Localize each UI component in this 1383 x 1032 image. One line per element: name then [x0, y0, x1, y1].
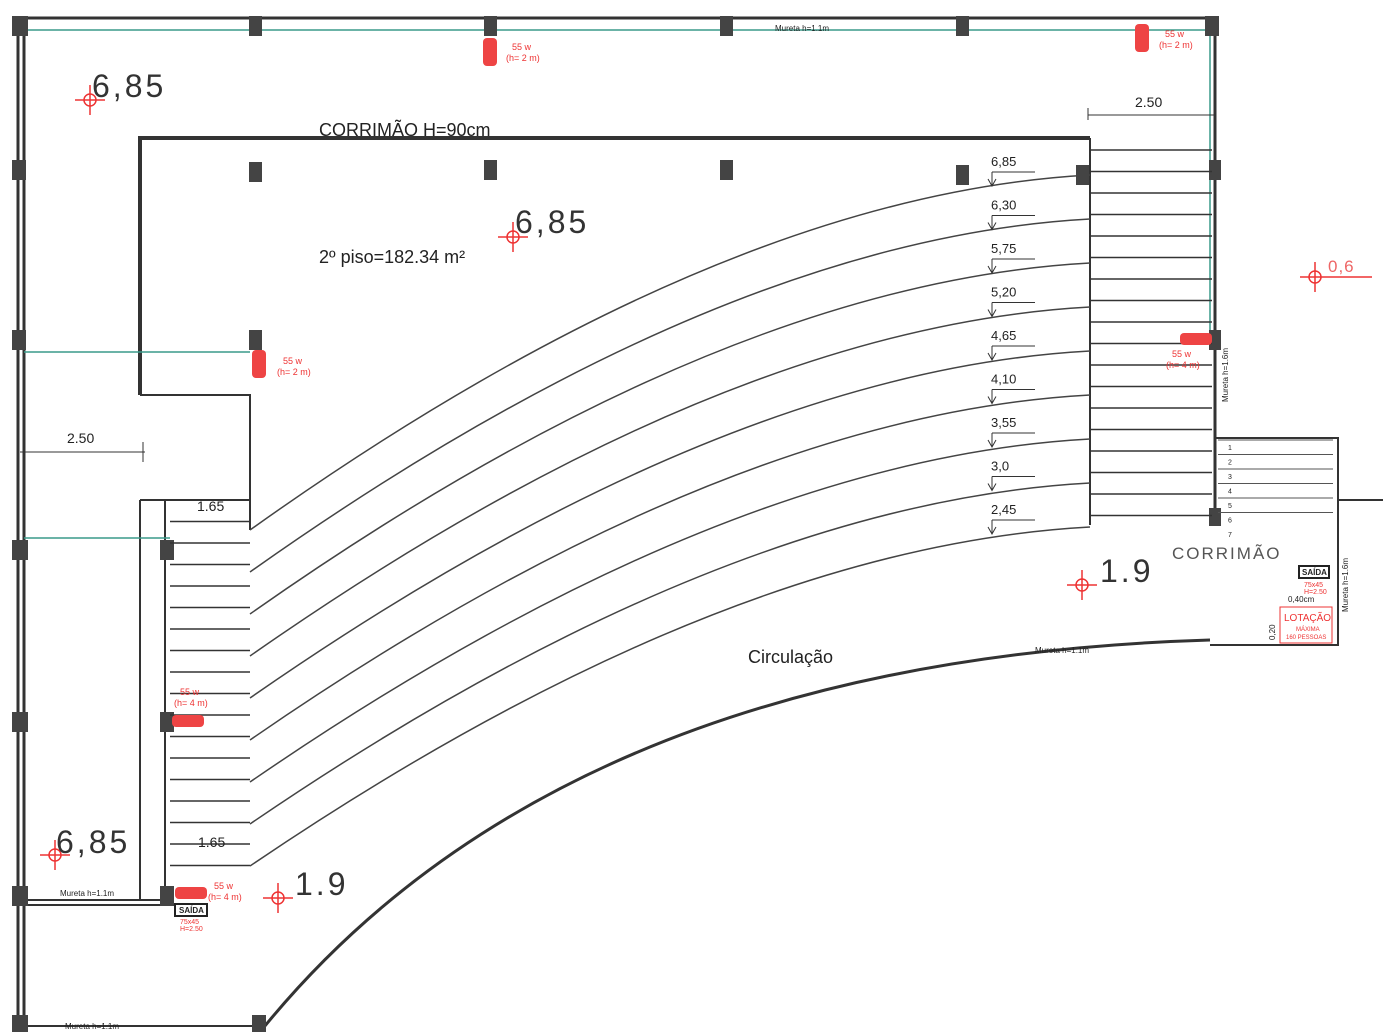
seating-row	[249, 394, 1091, 741]
exit-label: SAÍDA	[179, 906, 204, 915]
dimension: 2.50	[67, 430, 94, 446]
step-level: 2,45	[991, 502, 1016, 517]
level-arrow	[987, 519, 1035, 536]
exit-size: 75x45	[1304, 582, 1323, 589]
lamp-power: 55 w	[512, 42, 532, 52]
seating-row	[249, 526, 1091, 867]
lamp-power: 55 w	[180, 687, 200, 697]
lamp	[1135, 24, 1149, 52]
lamp	[1180, 333, 1212, 345]
lamp	[172, 715, 204, 727]
lamp	[252, 350, 266, 378]
level-arrow	[987, 302, 1035, 318]
dimension: 1.65	[197, 498, 224, 514]
capacity-title: LOTAÇÃO	[1284, 611, 1331, 624]
elevation-markers	[40, 85, 1372, 913]
elevation: 6,85	[515, 204, 589, 240]
dimension: 0,40cm	[1288, 595, 1315, 604]
lamp	[175, 887, 207, 899]
lamps: 55 w(h= 2 m)55 w(h= 2 m)55 w(h= 2 m)55 w…	[172, 24, 1212, 902]
capacity-text: 160 PESSOAS	[1286, 635, 1326, 641]
wall-note: Mureta h=1.6m	[1221, 348, 1230, 402]
level-arrow	[987, 258, 1035, 275]
seating-row	[249, 218, 1091, 573]
lamp-power: 55 w	[214, 881, 234, 891]
level-arrow	[987, 345, 1035, 362]
seating-row	[249, 350, 1091, 699]
wall-note: Mureta h=1.1m	[775, 24, 829, 33]
step-level: 6,85	[991, 154, 1016, 169]
lamp-power: 55 w	[1165, 29, 1185, 39]
stair-number: 2	[1228, 460, 1232, 467]
stair-number: 7	[1228, 532, 1232, 539]
step-level: 4,10	[991, 372, 1016, 387]
elevation: 1.9	[295, 866, 348, 902]
lamp-power: 55 w	[283, 356, 303, 366]
dimension-lines	[20, 108, 1215, 462]
seating-row	[249, 262, 1091, 615]
level-arrow	[987, 215, 1035, 231]
circulation-label: Circulação	[748, 647, 833, 667]
step-level: 3,0	[991, 459, 1009, 474]
elevation: 6,85	[92, 68, 166, 104]
stairs-and-rows: 6,85 6,30 5,75 5,20 4,65 4,10 3,55 3,0 2,45 1 2 3 4 5…	[170, 149, 1333, 867]
elevation: 0,6	[1328, 257, 1355, 276]
dimension: 2.50	[1135, 94, 1162, 110]
dimension: 1.65	[198, 834, 225, 850]
step-level: 4,65	[991, 328, 1016, 343]
stair-number: 6	[1228, 518, 1232, 525]
lamp-height: (h= 4 m)	[174, 698, 208, 708]
step-level: 5,75	[991, 241, 1016, 256]
wall-note: Mureta h=1.1m	[65, 1022, 119, 1031]
stair-number: 4	[1228, 489, 1232, 496]
seating-row	[249, 306, 1091, 657]
capacity-box	[1279, 606, 1333, 644]
exit-size: 75x45	[180, 919, 199, 926]
level-arrow	[987, 171, 1035, 188]
step-level: 3,55	[991, 415, 1016, 430]
wall-note: Mureta h=1.1m	[60, 889, 114, 898]
lamp	[483, 38, 497, 66]
stair-number: 1	[1228, 445, 1232, 452]
seating-row	[249, 174, 1091, 531]
handrail-label: CORRIMÃO	[1172, 544, 1282, 563]
elevation: 6,85	[56, 824, 130, 860]
wall-note: Mureta h=1.6m	[1341, 558, 1350, 612]
columns	[12, 16, 1221, 1032]
elevation: 1.9	[1100, 553, 1153, 589]
exit-signs	[174, 565, 1330, 917]
step-level: 6,30	[991, 198, 1016, 213]
handrail-label: CORRIMÃO H=90cm	[319, 119, 491, 140]
exit-label: SAÍDA	[1302, 568, 1327, 577]
walls	[16, 16, 1383, 1032]
dimension: 0,20	[1268, 624, 1277, 640]
exit-height: H=2.50	[1304, 589, 1327, 596]
lamp-height: (h= 2 m)	[1159, 40, 1193, 50]
level-arrow	[987, 389, 1035, 405]
level-arrow	[987, 476, 1035, 492]
lamp-height: (h= 2 m)	[277, 367, 311, 377]
wall-note: Mureta h=1.1m	[1035, 646, 1089, 655]
seating-row	[249, 482, 1091, 825]
lamp-height: (h= 4 m)	[208, 892, 242, 902]
capacity-text: MÁXIMA	[1296, 626, 1320, 633]
lamp-height: (h= 4 m)	[1166, 360, 1200, 370]
stair-number: 5	[1228, 503, 1232, 510]
lamp-power: 55 w	[1172, 349, 1192, 359]
stair-number: 3	[1228, 474, 1232, 481]
exit-height: H=2.50	[180, 926, 203, 933]
step-level: 5,20	[991, 285, 1016, 300]
lamp-height: (h= 2 m)	[506, 53, 540, 63]
level-arrow	[987, 432, 1035, 449]
area-label: 2º piso=182.34 m²	[319, 247, 465, 267]
seating-row	[249, 438, 1091, 783]
